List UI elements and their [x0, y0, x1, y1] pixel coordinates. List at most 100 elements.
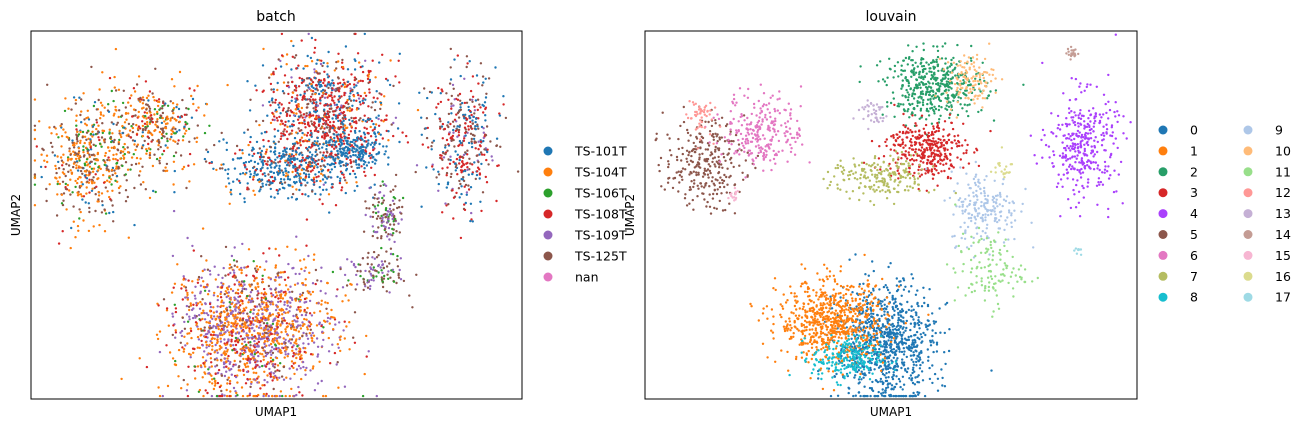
scatter-point	[226, 357, 229, 360]
scatter-point	[76, 130, 79, 134]
scatter-point	[346, 98, 349, 102]
scatter-point	[352, 138, 355, 142]
scatter-point	[313, 51, 316, 54]
scatter-point	[322, 81, 325, 85]
scatter-point	[123, 152, 127, 156]
scatter-point	[341, 61, 344, 64]
scatter-point	[286, 304, 289, 307]
scatter-point	[124, 200, 128, 203]
scatter-point	[213, 337, 216, 340]
y-axis-label-batch: UMAP2	[9, 194, 23, 236]
scatter-point	[476, 170, 479, 173]
scatter-point	[169, 119, 172, 122]
scatter-point	[209, 309, 212, 312]
scatter-point	[338, 179, 342, 183]
scatter-point	[119, 157, 122, 160]
scatter-point	[184, 296, 187, 299]
scatter-point	[87, 229, 91, 233]
scatter-point	[311, 98, 315, 101]
scatter-point	[385, 265, 389, 268]
scatter-point	[287, 340, 290, 343]
scatter-point	[315, 148, 318, 152]
scatter-point	[470, 137, 473, 141]
scatter-point	[102, 129, 106, 133]
scatter-point	[314, 192, 317, 196]
scatter-point	[297, 330, 301, 333]
scatter-point	[311, 90, 315, 93]
scatter-point	[386, 221, 389, 224]
scatter-point	[301, 360, 305, 364]
scatter-point	[314, 38, 317, 42]
scatter-point	[278, 283, 281, 286]
scatter-point	[269, 195, 273, 198]
scatter-point	[172, 126, 175, 129]
scatter-point	[299, 350, 302, 353]
scatter-point	[192, 249, 195, 252]
scatter-point	[266, 167, 269, 170]
scatter-point	[346, 68, 350, 71]
scatter-point	[233, 317, 236, 320]
legend-batch: TS-101TTS-104TTS-106TTS-108TTS-109TTS-12…	[543, 144, 627, 285]
scatter-point	[227, 273, 230, 276]
scatter-point	[251, 367, 255, 370]
scatter-point	[257, 285, 260, 288]
scatter-point	[385, 290, 388, 293]
scatter-point	[305, 244, 308, 247]
scatter-point	[312, 178, 316, 181]
scatter-point	[141, 115, 145, 118]
scatter-point	[227, 367, 230, 370]
scatter-point	[220, 325, 223, 328]
scatter-point	[439, 125, 442, 128]
scatter-point	[466, 62, 469, 65]
scatter-point	[313, 161, 316, 164]
scatter-point	[389, 223, 392, 226]
scatter-point	[215, 394, 219, 398]
scatter-point	[369, 117, 372, 121]
scatter-point	[288, 178, 292, 181]
scatter-point	[286, 175, 290, 178]
scatter-point	[292, 145, 295, 149]
scatter-point	[337, 386, 340, 389]
scatter-point	[194, 377, 197, 380]
scatter-point	[196, 84, 199, 88]
scatter-point	[145, 96, 149, 100]
scatter-point	[439, 120, 442, 123]
scatter-point	[339, 335, 342, 338]
scatter-point	[369, 284, 372, 288]
scatter-point	[377, 263, 381, 267]
scatter-point	[196, 281, 200, 284]
scatter-point	[363, 91, 366, 95]
points-batch	[33, 32, 520, 398]
scatter-point	[469, 132, 473, 135]
scatter-point	[305, 366, 308, 370]
scatter-point	[298, 188, 301, 192]
scatter-point	[152, 95, 155, 99]
scatter-point	[373, 257, 376, 260]
scatter-point	[353, 172, 357, 176]
scatter-point	[225, 295, 228, 299]
scatter-point	[315, 176, 318, 179]
scatter-point	[97, 98, 100, 102]
scatter-point	[367, 73, 371, 76]
scatter-point	[397, 272, 400, 275]
scatter-point	[220, 131, 223, 135]
scatter-point	[307, 165, 310, 168]
scatter-point	[346, 258, 349, 261]
scatter-point	[371, 234, 374, 238]
scatter-point	[466, 166, 469, 169]
scatter-point	[281, 313, 284, 316]
scatter-point	[214, 343, 217, 347]
scatter-point	[100, 145, 103, 148]
scatter-point	[70, 226, 73, 230]
scatter-point	[453, 162, 457, 165]
scatter-point	[335, 67, 338, 70]
scatter-point	[257, 326, 261, 329]
legend-item: TS-101T	[543, 144, 627, 159]
scatter-point	[312, 365, 315, 368]
scatter-point	[312, 183, 315, 186]
scatter-point	[130, 125, 133, 128]
scatter-point	[257, 344, 260, 347]
scatter-point	[386, 218, 390, 221]
scatter-point	[273, 147, 277, 150]
scatter-point	[94, 162, 97, 165]
